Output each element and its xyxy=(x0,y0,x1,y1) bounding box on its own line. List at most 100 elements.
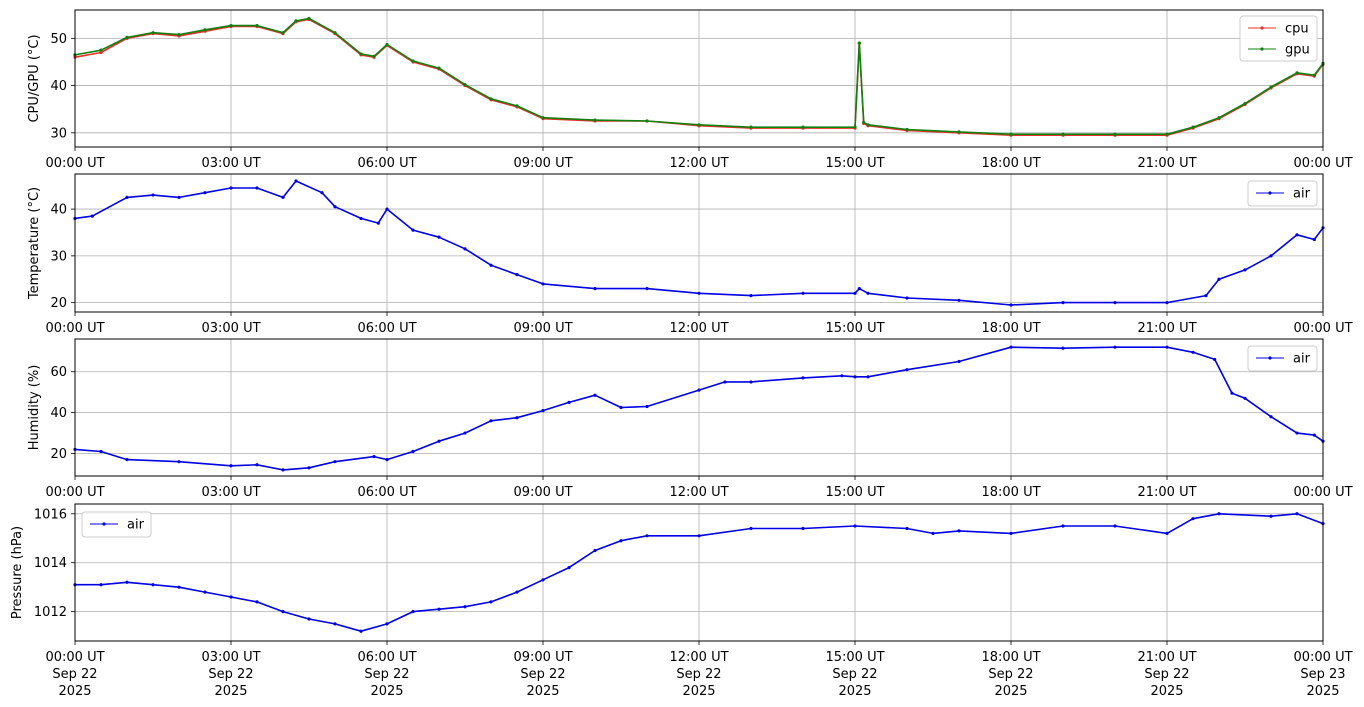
x-tick-label: 18:00 UT xyxy=(981,321,1040,336)
x-tick-date-label: 2025 xyxy=(58,684,91,699)
data-point-air xyxy=(645,534,649,538)
data-point-air xyxy=(1312,237,1316,242)
data-point-air xyxy=(489,600,493,604)
data-point-air xyxy=(281,610,285,614)
series-line-air xyxy=(74,346,1324,471)
x-tick-label: 00:00 UT xyxy=(1293,485,1352,500)
data-point-air xyxy=(853,291,857,295)
data-point-air xyxy=(541,408,545,413)
legend-marker-air xyxy=(1268,191,1272,195)
data-point-air xyxy=(697,388,701,392)
data-point-air xyxy=(866,375,870,379)
data-point-gpu xyxy=(255,23,259,28)
data-point-air xyxy=(1243,396,1247,400)
data-point-air xyxy=(1165,531,1169,535)
data-point-gpu xyxy=(203,28,207,32)
data-point-air xyxy=(1113,345,1117,349)
data-point-air xyxy=(255,600,259,604)
axes-frame xyxy=(74,338,1324,477)
data-point-air xyxy=(229,464,233,468)
data-point-air xyxy=(801,376,805,380)
data-point-air xyxy=(619,539,623,543)
chart-panel-3: 00:00 UT 03:00 UT 06:00 UT 09:00 UT 12:00 UT… xyxy=(27,338,1353,500)
data-point-air xyxy=(1009,303,1013,307)
data-point-air xyxy=(853,375,857,379)
data-point-air xyxy=(294,179,298,183)
data-point-gpu xyxy=(1165,132,1169,136)
data-point-gpu xyxy=(866,123,870,127)
data-point-air xyxy=(125,580,129,584)
data-point-air xyxy=(255,463,259,467)
y-tick-label: 40 xyxy=(50,79,67,94)
data-point-air xyxy=(437,235,441,239)
data-point-air xyxy=(99,583,103,587)
data-point-gpu xyxy=(359,52,363,56)
data-point-air xyxy=(1217,512,1221,516)
data-point-air xyxy=(749,294,753,298)
data-point-air xyxy=(203,590,207,594)
data-point-air xyxy=(281,195,285,199)
data-point-air xyxy=(593,393,597,397)
data-point-air xyxy=(515,416,519,420)
data-point-air xyxy=(1061,346,1065,350)
x-tick-label: 18:00 UT xyxy=(981,485,1040,500)
data-point-cpu xyxy=(99,50,103,55)
data-point-gpu xyxy=(515,104,519,108)
x-tick-label: 03:00 UT xyxy=(201,650,260,665)
y-tick-label: 30 xyxy=(50,126,67,141)
x-tick-label: 18:00 UT xyxy=(981,156,1040,171)
data-point-gpu xyxy=(229,23,233,28)
x-tick-date-label: Sep 22 xyxy=(832,667,877,682)
data-point-air xyxy=(385,622,389,626)
data-point-gpu xyxy=(489,97,493,101)
legend-label-cpu: cpu xyxy=(1285,22,1309,37)
data-point-air xyxy=(749,526,753,531)
y-tick-label: 30 xyxy=(50,249,67,264)
x-tick-label: 12:00 UT xyxy=(669,485,728,500)
data-point-air xyxy=(749,380,753,384)
x-tick-label: 00:00 UT xyxy=(1293,156,1352,171)
data-point-air xyxy=(1295,431,1299,435)
x-tick-label: 09:00 UT xyxy=(513,650,572,665)
x-tick-label: 06:00 UT xyxy=(357,650,416,665)
x-tick-date-label: 2025 xyxy=(1150,684,1183,699)
data-point-gpu xyxy=(862,120,866,125)
chart-panel-2: 00:00 UT 03:00 UT 06:00 UT 09:00 UT 12:00 UT… xyxy=(27,173,1353,336)
data-point-gpu xyxy=(99,48,103,52)
data-point-air xyxy=(1009,345,1013,349)
data-point-air xyxy=(801,526,805,531)
chart-panel-4: 00:00 UT Sep 22 2025 03:00 UT Sep 22 2025 06:0… xyxy=(10,503,1353,699)
y-tick-label: 20 xyxy=(50,296,67,311)
data-point-air xyxy=(463,605,467,609)
data-point-air xyxy=(619,405,623,410)
data-point-air xyxy=(125,195,129,199)
data-point-air xyxy=(1295,512,1299,516)
data-point-gpu xyxy=(857,41,861,45)
data-point-air xyxy=(541,578,545,582)
data-point-air xyxy=(376,221,380,225)
data-point-air xyxy=(515,272,519,277)
x-tick-label: 15:00 UT xyxy=(825,321,884,336)
y-tick-label: 1014 xyxy=(34,556,67,571)
data-point-gpu xyxy=(1191,125,1195,129)
data-point-air xyxy=(1191,517,1195,521)
data-point-gpu xyxy=(281,31,285,35)
x-tick-label: 12:00 UT xyxy=(669,650,728,665)
axes-frame xyxy=(74,503,1324,642)
data-point-air xyxy=(853,524,857,528)
data-point-air xyxy=(90,214,94,218)
data-point-air xyxy=(1009,531,1013,535)
data-point-air xyxy=(125,458,129,462)
data-point-gpu xyxy=(1113,132,1117,136)
data-point-air xyxy=(1165,345,1169,349)
x-tick-date-label: Sep 22 xyxy=(208,667,253,682)
y-tick-label: 1012 xyxy=(34,605,67,620)
data-point-air xyxy=(866,291,870,295)
data-point-gpu xyxy=(125,35,129,40)
data-point-air xyxy=(1312,433,1316,437)
data-point-air xyxy=(151,193,155,197)
x-tick-label: 09:00 UT xyxy=(513,321,572,336)
x-tick-label: 21:00 UT xyxy=(1137,321,1196,336)
data-point-air xyxy=(1061,301,1065,305)
series-line-air xyxy=(74,180,1324,306)
